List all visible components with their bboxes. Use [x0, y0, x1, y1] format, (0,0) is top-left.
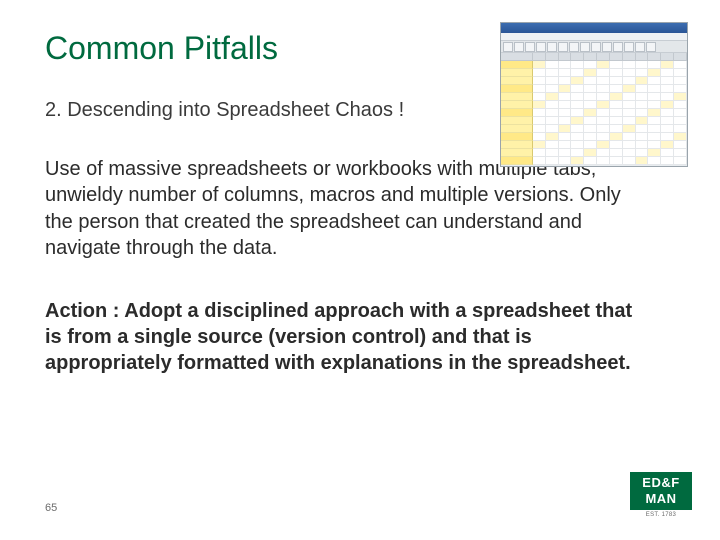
thumb-toolbar-btn	[624, 42, 634, 52]
thumb-toolbar-btn	[558, 42, 568, 52]
logo-line1: ED&F	[642, 475, 679, 491]
thumb-toolbar-btn	[635, 42, 645, 52]
page-number: 65	[45, 502, 57, 514]
thumb-toolbar-btn	[569, 42, 579, 52]
thumb-grid	[501, 53, 687, 165]
thumb-toolbar-btn	[613, 42, 623, 52]
thumb-titlebar	[501, 23, 687, 33]
thumb-toolbar-btn	[503, 42, 513, 52]
brand-logo: ED&F MAN EST. 1783	[630, 472, 692, 518]
logo-subtext: EST. 1783	[630, 512, 692, 518]
thumb-toolbar-btn	[514, 42, 524, 52]
thumb-toolbar-btn	[547, 42, 557, 52]
thumb-menubar	[501, 33, 687, 41]
logo-line2: MAN	[645, 491, 676, 507]
thumb-toolbar-btn	[525, 42, 535, 52]
slide: Common Pitfalls 2. Descending into Sprea…	[0, 0, 720, 540]
action-text: Action : Adopt a disciplined approach wi…	[45, 298, 645, 377]
thumb-toolbar-btn	[602, 42, 612, 52]
thumb-toolbar-btn	[646, 42, 656, 52]
thumb-toolbar-btn	[536, 42, 546, 52]
thumb-toolbar-btn	[591, 42, 601, 52]
thumb-toolbar	[501, 41, 687, 53]
spreadsheet-thumbnail	[500, 22, 688, 167]
body-text: Use of massive spreadsheets or workbooks…	[45, 156, 645, 262]
thumb-toolbar-btn	[580, 42, 590, 52]
logo-box: ED&F MAN	[630, 472, 692, 510]
